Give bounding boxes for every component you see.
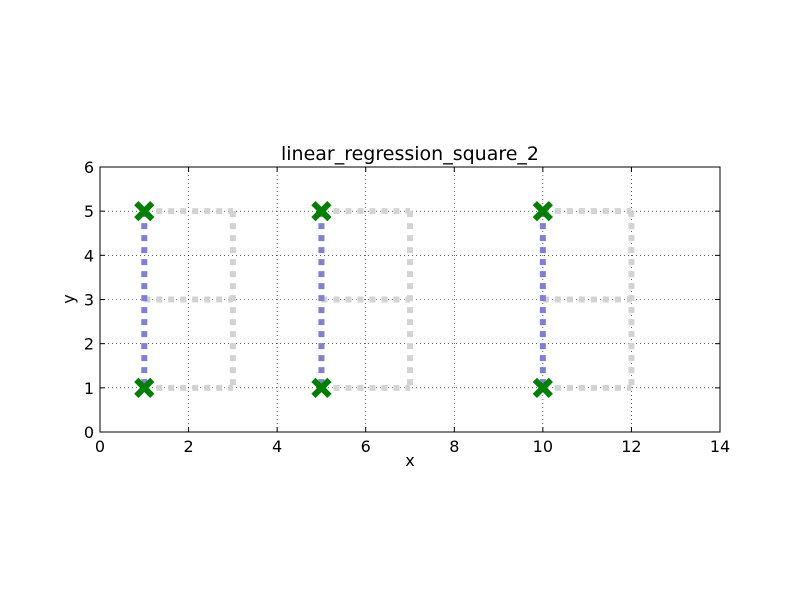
y-tick-label-4: 4: [84, 246, 94, 265]
chart-title: linear_regression_square_2: [281, 143, 539, 165]
x-tick-label-1: 2: [183, 437, 193, 456]
x-tick-label-5: 10: [533, 437, 553, 456]
y-tick-label-6: 6: [84, 158, 94, 177]
markers-layer: [134, 201, 553, 398]
x-axis-label: x: [405, 451, 414, 470]
y-tick-label-2: 2: [84, 335, 94, 354]
point-marker-4: [532, 201, 553, 222]
y-axis-label: y: [59, 294, 78, 303]
x-tick-label-0: 0: [95, 437, 105, 456]
x-tick-label-3: 6: [361, 437, 371, 456]
y-tick-label-5: 5: [84, 202, 94, 221]
x-tick-label-6: 12: [621, 437, 641, 456]
x-tick-label-4: 8: [449, 437, 459, 456]
point-marker-5: [532, 377, 553, 398]
x-tick-label-2: 4: [272, 437, 282, 456]
point-marker-3: [311, 377, 332, 398]
lines-layer: [141, 208, 635, 391]
x-tick-label-7: 14: [710, 437, 730, 456]
point-marker-2: [311, 201, 332, 222]
y-tick-label-0: 0: [84, 423, 94, 442]
y-tick-label-3: 3: [84, 291, 94, 310]
point-marker-1: [134, 377, 155, 398]
point-marker-0: [134, 201, 155, 222]
y-tick-label-1: 1: [84, 379, 94, 398]
